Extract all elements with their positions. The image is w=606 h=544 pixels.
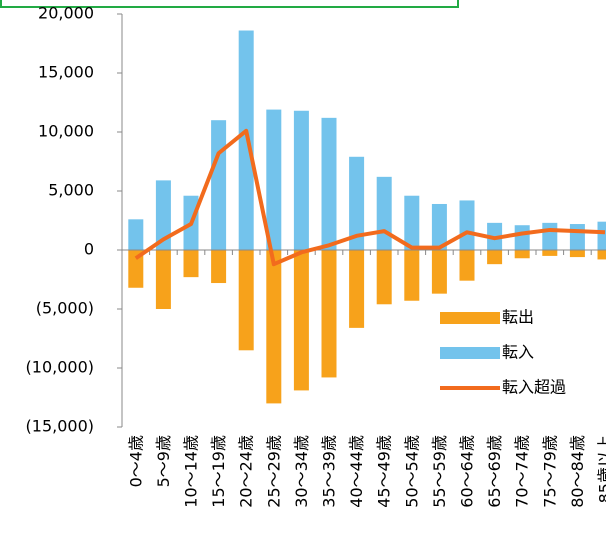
y-tick-label: 0 (84, 240, 94, 259)
bar (349, 250, 365, 328)
bar (293, 250, 309, 391)
x-tick-label: 45～49歳 (375, 435, 394, 508)
bar (128, 250, 144, 288)
bar (431, 203, 447, 250)
line (134, 128, 606, 267)
bar (542, 250, 558, 256)
bar (569, 224, 585, 250)
bar (376, 250, 392, 305)
y-tick-label: 20,000 (38, 4, 94, 23)
x-tick-label: 15～19歳 (209, 435, 228, 508)
bar (321, 117, 337, 250)
title-frame (0, 0, 459, 8)
x-tick-label: 75～79歳 (540, 435, 559, 508)
x-tick-label: 5～9歳 (154, 435, 173, 487)
legend-swatch (440, 312, 500, 324)
bar (597, 221, 606, 250)
bar (349, 156, 365, 250)
legend-swatch (440, 347, 500, 359)
bar (211, 250, 227, 284)
bar (514, 250, 530, 259)
x-tick-label: 0～4歳 (126, 435, 145, 487)
bar (238, 250, 254, 351)
bar (404, 250, 420, 301)
legend-label: 転入 (502, 343, 534, 362)
bar (487, 250, 503, 265)
y-tick-label: (15,000) (26, 417, 94, 436)
legend-label: 転入超過 (502, 378, 566, 397)
x-tick-label: 70～74歳 (513, 435, 532, 508)
bar (155, 180, 171, 250)
x-tick-label: 60～64歳 (458, 435, 477, 508)
y-tick-label: (10,000) (26, 358, 94, 377)
bar (128, 219, 144, 250)
bar (459, 250, 475, 281)
x-tick-label: 50～54歳 (402, 435, 421, 508)
y-tick-label: 5,000 (48, 181, 94, 200)
bar (293, 110, 309, 250)
bar (431, 250, 447, 294)
bar (459, 200, 475, 250)
y-tick-label: (5,000) (36, 299, 94, 318)
y-tick-label: 10,000 (38, 122, 94, 141)
bar (514, 225, 530, 250)
x-tick-label: 35～39歳 (320, 435, 339, 508)
bar (321, 250, 337, 378)
bar (569, 250, 585, 258)
bar (376, 176, 392, 250)
bar (597, 250, 606, 260)
bar (404, 195, 420, 250)
bar (266, 250, 282, 404)
bar (155, 250, 171, 309)
x-tick-label: 85歳以上 (596, 435, 606, 503)
x-tick-label: 65～69歳 (485, 435, 504, 508)
bar (266, 109, 282, 250)
x-tick-label: 55～59歳 (430, 435, 449, 508)
x-tick-label: 10～14歳 (182, 435, 201, 508)
bar (183, 250, 199, 278)
x-tick-label: 40～44歳 (347, 435, 366, 508)
legend-label: 転出 (502, 308, 534, 327)
x-tick-label: 30～34歳 (292, 435, 311, 508)
y-tick-label: 15,000 (38, 63, 94, 82)
x-tick-label: 80～84歳 (568, 435, 587, 508)
bar (211, 120, 227, 250)
bar (542, 222, 558, 250)
x-tick-label: 20～24歳 (237, 435, 256, 508)
x-tick-label: 25～29歳 (264, 435, 283, 508)
